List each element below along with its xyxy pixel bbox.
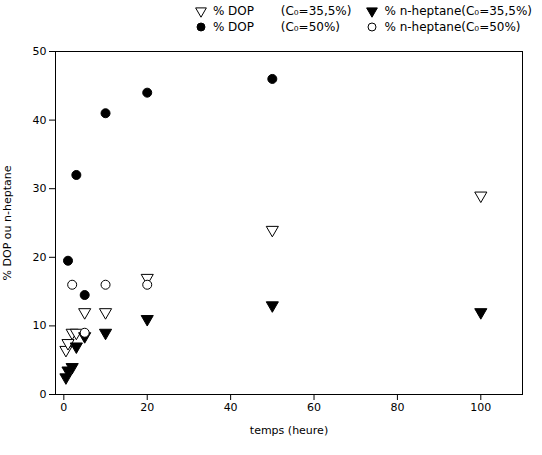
svg-text:30: 30 xyxy=(33,182,47,195)
svg-text:0: 0 xyxy=(60,401,67,414)
svg-text:100: 100 xyxy=(470,401,491,414)
svg-text:0: 0 xyxy=(40,388,47,401)
html-text:% n-heptane(C₀=35,5%): % n-heptane(C₀=35,5%) xyxy=(384,4,532,18)
svg-text:40: 40 xyxy=(33,114,47,127)
svg-text:60: 60 xyxy=(307,401,321,414)
html-text:% DOP (C₀=35,5%): % DOP (C₀=35,5%) xyxy=(212,4,352,18)
svg-text:20: 20 xyxy=(33,251,47,264)
html-text:% n-heptane(C₀=50%): % n-heptane(C₀=50%) xyxy=(384,20,521,34)
svg-text:50: 50 xyxy=(33,45,47,58)
html-text:% DOP (C₀=50%): % DOP (C₀=50%) xyxy=(212,20,340,34)
svg-text:% DOP ou n-heptane: % DOP ou n-heptane xyxy=(1,165,14,280)
svg-text:10: 10 xyxy=(33,319,47,332)
svg-text:40: 40 xyxy=(224,401,238,414)
svg-text:80: 80 xyxy=(390,401,404,414)
svg-text:temps (heure): temps (heure) xyxy=(250,424,328,437)
svg-text:20: 20 xyxy=(140,401,154,414)
